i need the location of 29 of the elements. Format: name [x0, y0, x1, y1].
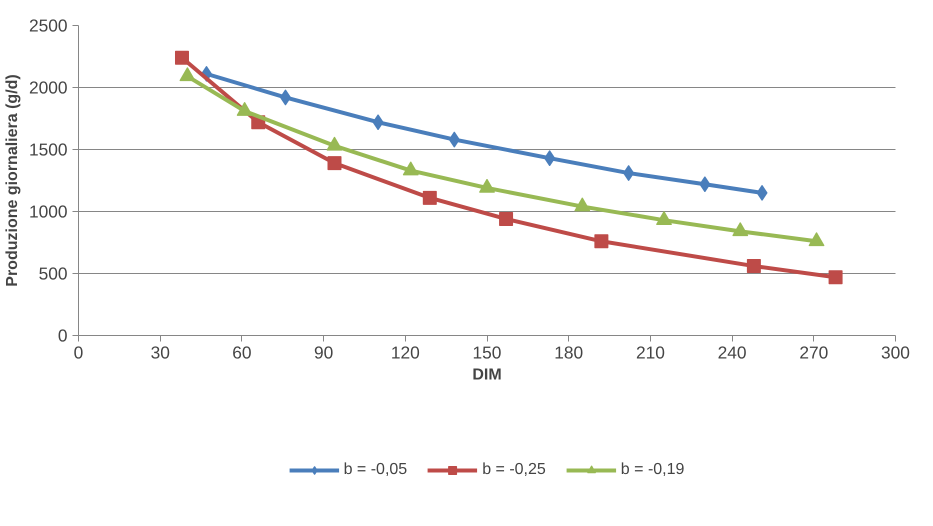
y-tick-label: 1500 [28, 140, 68, 160]
x-tick-label: 210 [636, 342, 665, 362]
legend-label: b = -0,05 [344, 461, 408, 479]
x-tick-label: 300 [881, 342, 910, 362]
x-tick-label: 120 [390, 342, 420, 362]
x-tick-label: 30 [150, 342, 170, 362]
x-tick-label: 90 [314, 342, 334, 362]
x-tick-label: 270 [799, 342, 828, 362]
y-tick-label: 1000 [28, 202, 68, 222]
legend-label: b = -0,19 [620, 461, 684, 479]
y-tick-label: 500 [38, 264, 68, 284]
y-tick-label: 2500 [28, 16, 68, 36]
x-tick-label: 180 [554, 342, 584, 362]
x-tick-label: 60 [232, 342, 252, 362]
point [327, 156, 342, 170]
y-axis-title: Produzione giornaliera (g/d) [4, 74, 21, 287]
x-axis-title: DIM [472, 366, 502, 384]
y-tick-label: 0 [58, 326, 68, 346]
point [594, 234, 608, 248]
point [422, 190, 437, 205]
point [499, 212, 514, 226]
x-tick-label: 0 [74, 342, 84, 362]
point [746, 259, 761, 274]
x-tick-label: 150 [472, 342, 502, 362]
point [174, 50, 189, 65]
y-tick-label: 2000 [28, 78, 68, 98]
x-tick-label: 240 [718, 342, 747, 362]
legend-label: b = -0,25 [482, 461, 546, 479]
point [828, 270, 843, 284]
